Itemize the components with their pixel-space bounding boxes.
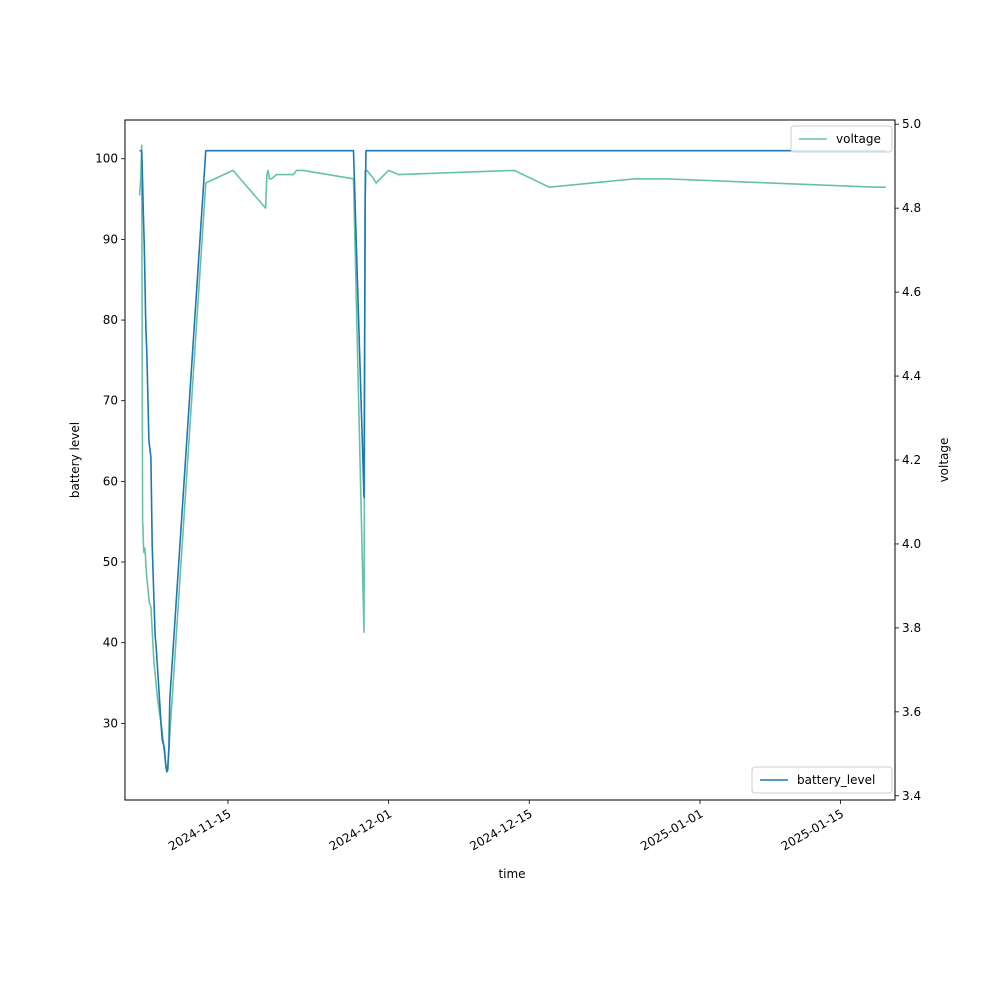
left-y-tick-label: 80 [103,313,118,327]
right-y-tick-label: 3.4 [902,789,921,803]
battery-level-legend-box [751,766,893,794]
left-y-tick-label: 100 [95,152,118,166]
left-y-axis-label: battery level [68,422,82,498]
right-y-axis-ticks: 3.4 3.6 3.8 4.0 4.2 4.4 4.6 4.8 5.0 [895,117,921,803]
x-axis-label: time [498,867,525,881]
right-y-tick-label: 4.2 [902,453,921,467]
left-y-axis-ticks: 30 40 50 60 70 80 90 100 [95,152,125,730]
right-y-tick-label: 3.8 [902,621,921,635]
left-y-tick-label: 90 [103,232,118,246]
right-y-axis-label: voltage [937,438,951,483]
voltage-line [138,144,886,772]
voltage-series [138,144,886,772]
battery-level-series [139,149,886,773]
left-y-tick-label: 60 [103,474,118,488]
voltage-legend-label: voltage [836,132,881,146]
right-y-tick-label: 3.6 [902,705,921,719]
left-y-tick-label: 30 [103,716,118,730]
right-y-tick-label: 5.0 [902,117,921,131]
right-y-tick-label: 4.8 [902,201,921,215]
right-y-tick-label: 4.6 [902,285,921,299]
right-y-tick-label: 4.4 [902,369,921,383]
voltage-legend-box [790,125,893,153]
voltage-legend: voltage [790,125,893,153]
battery-level-line [139,149,886,773]
left-y-tick-label: 40 [103,636,118,650]
left-y-tick-label: 50 [103,555,118,569]
battery-level-legend: battery_level [751,766,893,794]
battery-level-legend-label: battery_level [797,773,875,787]
left-y-tick-label: 70 [103,394,118,408]
plot-area [138,144,886,773]
right-y-tick-label: 4.0 [902,537,921,551]
